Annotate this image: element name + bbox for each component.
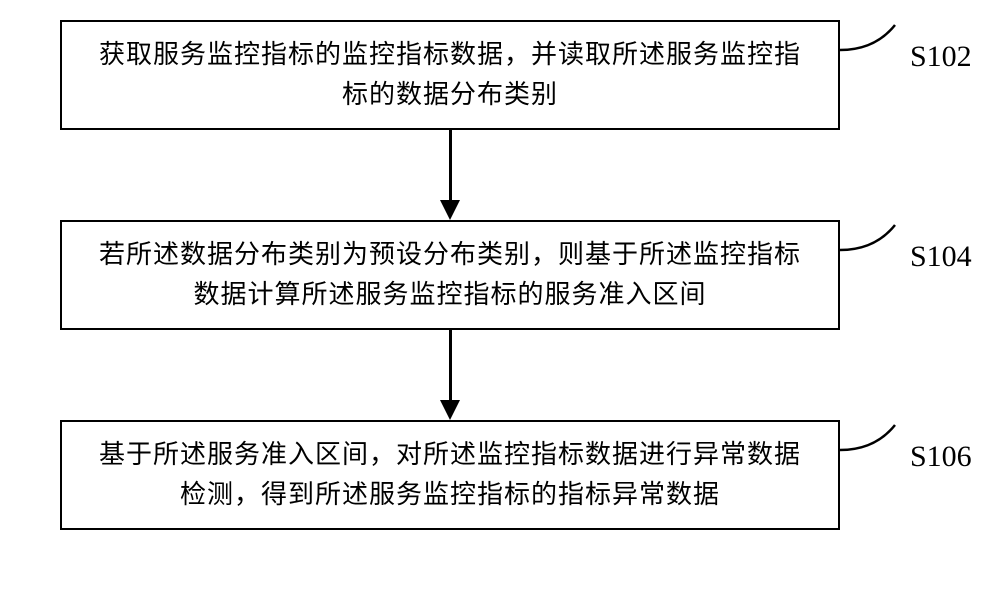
flow-node-text: 若所述数据分布类别为预设分布类别，则基于所述监控指标数据计算所述服务监控指标的服… xyxy=(92,235,808,316)
arrow-head-s104-s106 xyxy=(440,400,460,420)
step-label-s102: S102 xyxy=(910,40,972,74)
step-label-s104: S104 xyxy=(910,240,972,274)
flow-node-text: 基于所述服务准入区间，对所述监控指标数据进行异常数据检测，得到所述服务监控指标的… xyxy=(92,435,808,516)
step-label-s106: S106 xyxy=(910,440,972,474)
flow-node-s102: 获取服务监控指标的监控指标数据，并读取所述服务监控指标的数据分布类别 xyxy=(60,20,840,130)
flow-node-s104: 若所述数据分布类别为预设分布类别，则基于所述监控指标数据计算所述服务监控指标的服… xyxy=(60,220,840,330)
flow-node-s106: 基于所述服务准入区间，对所述监控指标数据进行异常数据检测，得到所述服务监控指标的… xyxy=(60,420,840,530)
arrow-head-s102-s104 xyxy=(440,200,460,220)
label-connector-s102 xyxy=(840,20,910,80)
label-connector-s104 xyxy=(840,220,910,280)
flow-node-text: 获取服务监控指标的监控指标数据，并读取所述服务监控指标的数据分布类别 xyxy=(92,35,808,116)
arrow-s104-s106 xyxy=(449,330,452,402)
arrow-s102-s104 xyxy=(449,130,452,202)
label-connector-s106 xyxy=(840,420,910,480)
